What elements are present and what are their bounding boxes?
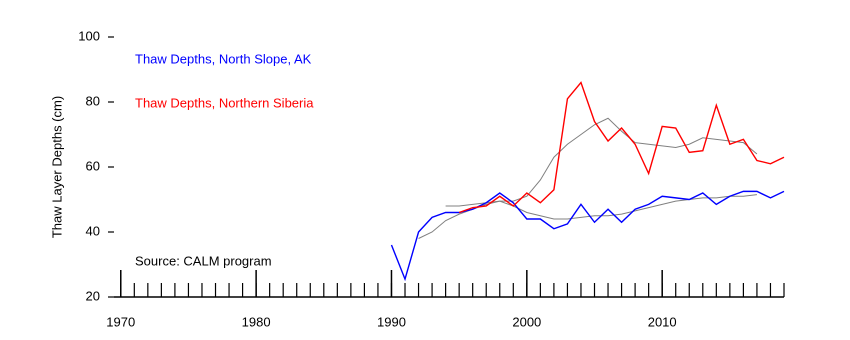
annotation: Source: CALM program (135, 253, 272, 268)
series-line (445, 117, 758, 207)
y-tick-label: 20 (86, 288, 100, 303)
x-tick-label: 1990 (377, 314, 406, 329)
series-line (458, 81, 785, 214)
x-tick-label: 1970 (106, 314, 135, 329)
y-axis-label: Thaw Layer Depths (cm) (49, 96, 64, 238)
x-tick-label: 2000 (512, 314, 541, 329)
y-tick-label: 60 (86, 158, 100, 173)
series-line (418, 194, 757, 239)
legend-entry: Thaw Depths, Northern Siberia (135, 95, 314, 110)
y-tick-label: 40 (86, 223, 100, 238)
y-tick-label: 80 (86, 93, 100, 108)
y-tick-label: 100 (78, 28, 100, 43)
legend-entry: Thaw Depths, North Slope, AK (135, 51, 312, 66)
x-tick-label: 2010 (648, 314, 677, 329)
x-tick-label: 1980 (242, 314, 271, 329)
series-line (390, 190, 785, 282)
